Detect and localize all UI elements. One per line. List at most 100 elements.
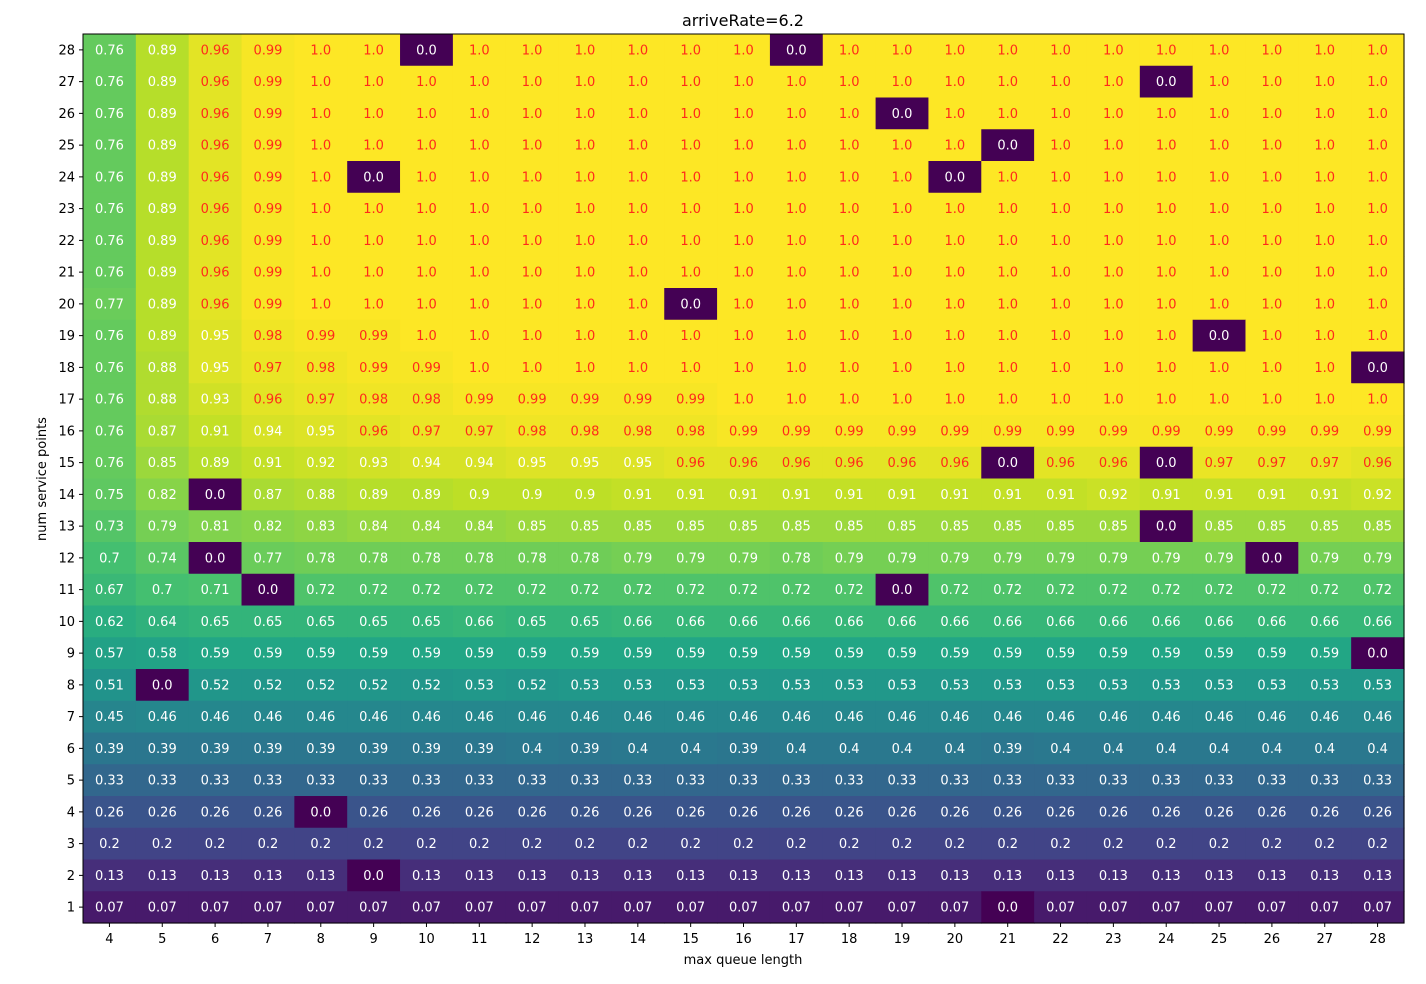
heatmap-cell — [400, 478, 454, 511]
cell-value-label: 0.52 — [306, 678, 335, 693]
cell-value-label: 1.0 — [416, 297, 437, 312]
cell-value-label: 0.59 — [201, 647, 230, 662]
cell-value-label: 0.13 — [940, 869, 969, 884]
heatmap-cell — [400, 192, 454, 226]
cell-value-label: 0.53 — [940, 678, 969, 693]
heatmap-cell — [505, 319, 560, 353]
heatmap-cell — [822, 510, 877, 543]
cell-value-label: 0.77 — [253, 551, 282, 566]
heatmap-cell — [241, 65, 295, 99]
cell-value-label: 0.96 — [1099, 456, 1128, 471]
heatmap-cell — [1298, 97, 1352, 130]
cell-value-label: 0.85 — [571, 520, 600, 535]
cell-value-label: 1.0 — [733, 361, 754, 376]
heatmap-cell — [558, 827, 612, 861]
cell-value-label: 1.0 — [363, 75, 384, 90]
heatmap-cell — [769, 383, 824, 416]
cell-value-label: 1.0 — [310, 297, 331, 312]
cell-value-label: 1.0 — [416, 170, 437, 185]
cell-value-label: 1.0 — [1050, 43, 1071, 58]
cell-value-label: 0.2 — [1367, 837, 1388, 852]
heatmap-cell — [1086, 383, 1141, 416]
heatmap-cell — [822, 129, 877, 162]
cell-value-label: 1.0 — [469, 139, 490, 154]
cell-value-label: 1.0 — [839, 202, 860, 217]
cell-value-label: 1.0 — [1103, 202, 1124, 217]
cell-value-label: 1.0 — [997, 170, 1018, 185]
cell-value-label: 0.99 — [835, 424, 864, 439]
heatmap-cell — [664, 478, 718, 511]
cell-value-label: 0.89 — [148, 139, 177, 154]
cell-value-label: 0.66 — [1363, 615, 1392, 630]
heatmap-cell — [505, 637, 560, 670]
cell-value-label: 1.0 — [945, 266, 966, 281]
heatmap-cell — [505, 415, 560, 448]
cell-value-label: 1.0 — [1050, 75, 1071, 90]
heatmap-cell — [241, 637, 295, 670]
heatmap-cell — [1351, 351, 1405, 384]
cell-value-label: 0.89 — [148, 43, 177, 58]
cell-value-label: 0.97 — [253, 361, 282, 376]
cell-value-label: 0.87 — [253, 488, 282, 503]
heatmap-cell — [347, 256, 401, 289]
heatmap-cell — [400, 97, 454, 130]
heatmap-cell — [452, 415, 507, 448]
heatmap-cell — [769, 700, 824, 734]
cell-value-label: 0.53 — [1152, 678, 1181, 693]
cell-value-label: 1.0 — [839, 329, 860, 344]
cell-value-label: 0.98 — [253, 329, 282, 344]
heatmap-cell — [347, 510, 401, 543]
cell-value-label: 0.26 — [201, 805, 230, 820]
heatmap-cell — [347, 478, 401, 511]
cell-value-label: 0.33 — [1152, 774, 1181, 789]
heatmap-cell — [135, 700, 190, 734]
cell-value-label: 0.96 — [782, 456, 811, 471]
heatmap-cell — [769, 573, 824, 607]
cell-value-label: 0.79 — [1205, 551, 1234, 566]
cell-value-label: 0.52 — [412, 678, 441, 693]
cell-value-label: 0.59 — [676, 647, 705, 662]
cell-value-label: 1.0 — [575, 234, 596, 249]
heatmap-cell — [347, 700, 401, 734]
heatmap-cell — [1034, 478, 1088, 511]
cell-value-label: 0.91 — [993, 488, 1022, 503]
cell-value-label: 0.26 — [95, 805, 124, 820]
heatmap-cell — [241, 605, 295, 638]
cell-value-label: 0.91 — [201, 424, 230, 439]
heatmap-cell — [717, 542, 771, 575]
heatmap-cell — [1298, 192, 1352, 226]
heatmap-cell — [1351, 34, 1405, 67]
cell-value-label: 1.0 — [945, 234, 966, 249]
cell-value-label: 0.4 — [680, 742, 701, 757]
heatmap-cell — [188, 827, 243, 861]
heatmap-cell — [1245, 446, 1299, 480]
cell-value-label: 1.0 — [310, 170, 331, 185]
heatmap-cell — [1086, 510, 1141, 543]
heatmap-cell — [83, 891, 137, 924]
cell-value-label: 1.0 — [416, 75, 437, 90]
cell-value-label: 1.0 — [627, 75, 648, 90]
cell-value-label: 0.96 — [1363, 456, 1392, 471]
heatmap-cell — [83, 573, 137, 607]
cell-value-label: 0.2 — [1103, 837, 1124, 852]
heatmap-cell — [1139, 573, 1194, 607]
heatmap-cell — [1086, 796, 1141, 829]
heatmap-cell — [1245, 669, 1299, 702]
cell-value-label: 0.72 — [835, 583, 864, 598]
heatmap-cell — [1298, 510, 1352, 543]
cell-value-label: 0.13 — [729, 869, 758, 884]
cell-value-label: 0.26 — [571, 805, 600, 820]
cell-value-label: 1.0 — [1156, 107, 1177, 122]
cell-value-label: 0.4 — [945, 742, 966, 757]
cell-value-label: 1.0 — [575, 329, 596, 344]
cell-value-label: 1.0 — [575, 202, 596, 217]
heatmap-cell — [664, 796, 718, 829]
cell-value-label: 0.73 — [95, 520, 124, 535]
cell-value-label: 0.53 — [1257, 678, 1286, 693]
heatmap-cell — [717, 446, 771, 480]
heatmap-cell — [83, 351, 137, 384]
cell-value-label: 1.0 — [1314, 297, 1335, 312]
heatmap-cell — [1034, 224, 1088, 257]
x-tick-label: 10 — [418, 932, 435, 947]
heatmap-cell — [1298, 446, 1352, 480]
